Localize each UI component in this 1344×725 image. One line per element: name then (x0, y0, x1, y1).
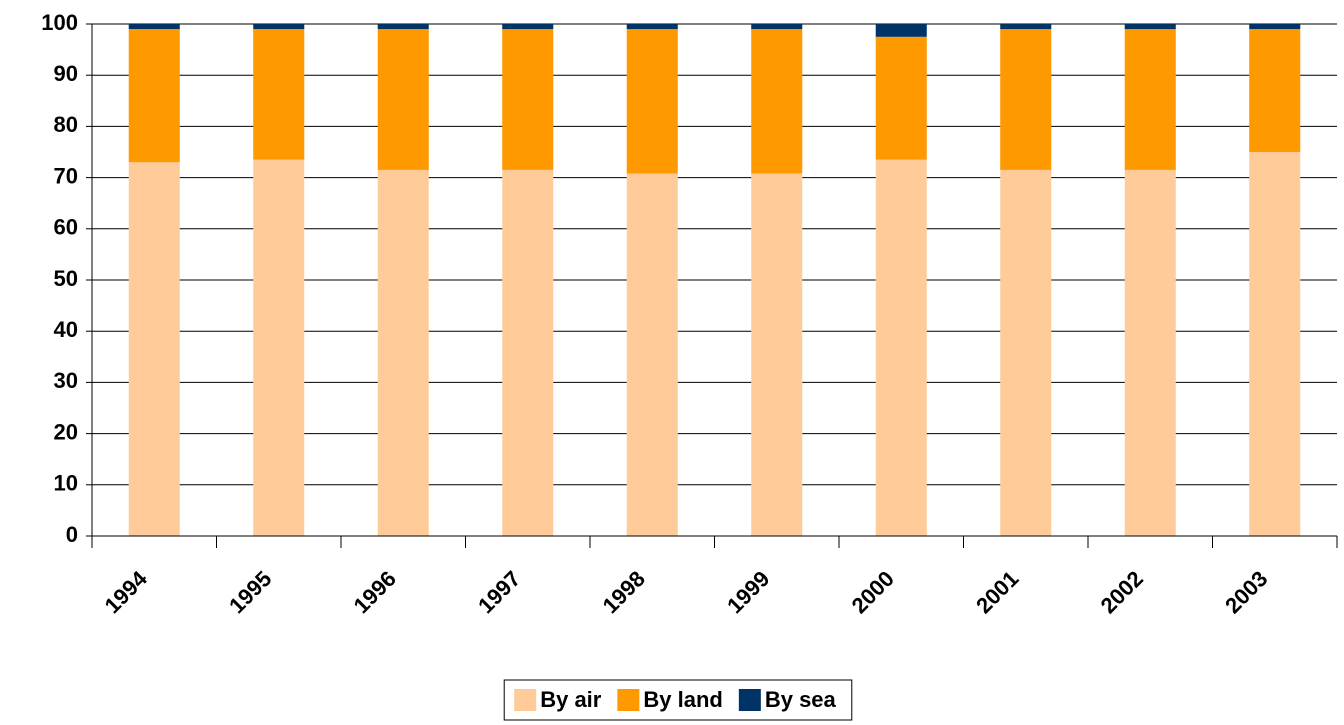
bar-segment (377, 24, 429, 30)
x-tick-label: 2003 (1220, 566, 1272, 618)
legend-label: By sea (765, 687, 837, 712)
bar-segment (751, 24, 803, 30)
bar-segment (1124, 169, 1176, 537)
bar-segment (626, 29, 678, 174)
legend-swatch (738, 689, 761, 711)
legend-label: By land (643, 687, 722, 712)
x-tick-label: 2001 (971, 566, 1023, 618)
x-tick-label: 1996 (349, 566, 401, 618)
y-tick-label: 90 (54, 61, 78, 86)
bar-segment (626, 173, 678, 536)
bar-segment (875, 24, 927, 37)
legend-swatch (617, 689, 640, 711)
x-tick-label: 1995 (224, 566, 276, 618)
bar-segment (253, 24, 305, 30)
y-tick-label: 100 (41, 10, 78, 35)
bar-segment (377, 169, 429, 537)
bar-segment (128, 162, 180, 537)
y-tick-label: 60 (54, 215, 78, 240)
y-tick-label: 20 (54, 419, 78, 444)
y-tick-label: 70 (54, 163, 78, 188)
bar-segment (502, 169, 554, 537)
bar-segment (1124, 24, 1176, 30)
x-tick-label: 1994 (100, 565, 153, 618)
y-tick-label: 80 (54, 112, 78, 137)
x-tick-label: 2000 (847, 566, 899, 618)
bar-segment (1249, 24, 1301, 30)
bar-segment (626, 24, 678, 30)
bar-segment (1000, 24, 1052, 30)
y-tick-label: 0 (66, 522, 78, 547)
bar-segment (377, 29, 429, 170)
legend-label: By air (540, 687, 602, 712)
bar-segment (1249, 152, 1301, 536)
legend-box (503, 679, 853, 721)
bar-segment (1000, 169, 1052, 537)
bar-segment (253, 29, 305, 160)
y-tick-label: 10 (54, 471, 78, 496)
bar-segment (875, 159, 927, 536)
x-tick-label: 2002 (1096, 566, 1148, 618)
bar-segment (751, 173, 803, 536)
y-tick-label: 50 (54, 266, 78, 291)
bar-segment (128, 29, 180, 163)
bar-segment (1000, 29, 1052, 170)
bar-segment (1249, 29, 1301, 152)
x-tick-label: 1999 (722, 566, 774, 618)
bar-segment (502, 29, 554, 170)
legend-swatch (514, 689, 537, 711)
bar-segment (502, 24, 554, 30)
bar-segment (128, 24, 180, 30)
y-tick-label: 40 (54, 317, 78, 342)
bar-segment (751, 29, 803, 174)
bar-segment (875, 36, 927, 160)
bar-segment (253, 159, 305, 536)
x-tick-label: 1998 (598, 566, 650, 618)
legend: By air By land By sea (503, 679, 853, 721)
bar-segment (1124, 29, 1176, 170)
y-tick-label: 30 (54, 368, 78, 393)
x-tick-label: 1997 (473, 566, 525, 618)
